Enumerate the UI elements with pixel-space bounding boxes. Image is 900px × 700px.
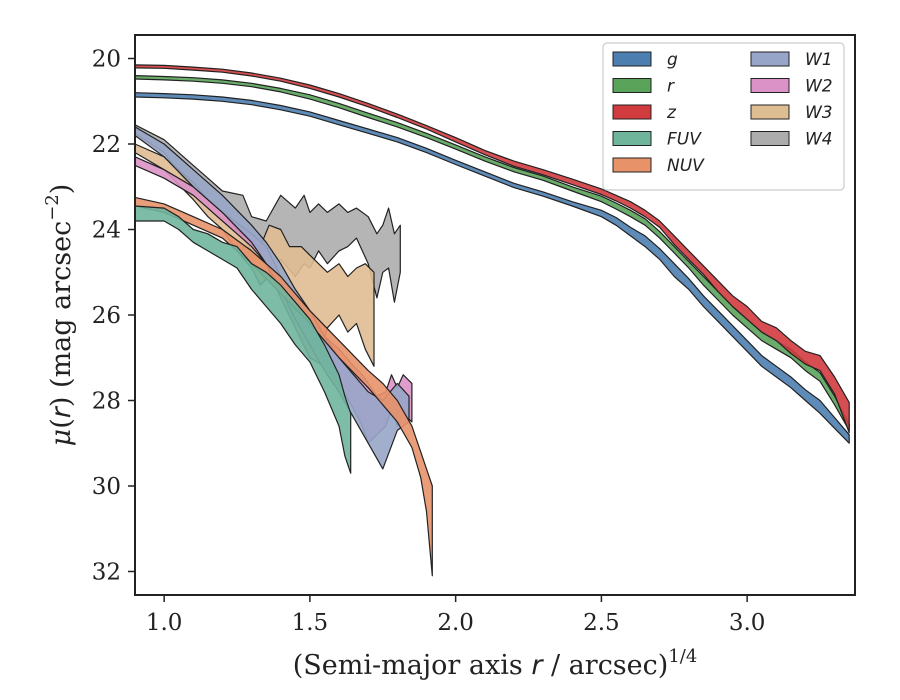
- legend-swatch-w2: [750, 78, 790, 93]
- y-axis-label-end: ): [46, 184, 77, 195]
- band-fuv: [134, 205, 352, 474]
- legend-swatch-nuv: [612, 157, 652, 173]
- legend-label-w3: W3: [805, 103, 833, 123]
- legend-label-z: z: [666, 103, 677, 123]
- legend-label-g: g: [667, 50, 678, 70]
- y-axis-label-var: r: [46, 405, 77, 418]
- y-axis-label-exponent: −2: [42, 194, 63, 221]
- y-axis-label-mu: μ: [46, 429, 77, 447]
- y-tick-label: 28: [92, 388, 121, 414]
- legend-label-nuv: NUV: [667, 156, 705, 176]
- series-layer: [134, 64, 850, 577]
- y-axis-label-close: ): [46, 397, 77, 408]
- legend-swatch-w3: [750, 104, 790, 120]
- legend-label-w1: W1: [805, 50, 833, 70]
- x-axis: 1.0 1.5 2.0 2.5 3.0: [146, 595, 766, 636]
- x-axis-label-var: r: [531, 650, 544, 681]
- legend-label-r: r: [667, 77, 675, 97]
- x-axis-label-pre: (Semi-major axis: [293, 650, 532, 681]
- x-axis-label: (Semi-major axis r / arcsec)1/4: [293, 646, 698, 681]
- y-axis: 20 22 24 26 28 30 32: [92, 47, 135, 585]
- y-axis-label-units: (mag arcsec: [46, 221, 77, 397]
- y-axis-label: μ(r) (mag arcsec−2): [42, 184, 77, 447]
- x-tick-label: 3.0: [729, 610, 766, 636]
- x-tick-label: 1.5: [292, 610, 329, 636]
- y-tick-label: 24: [92, 218, 121, 244]
- legend-swatch-g: [612, 51, 652, 67]
- x-tick-label: 2.0: [437, 610, 474, 636]
- legend-swatch-r: [612, 78, 652, 93]
- legend-swatch-fuv: [612, 131, 652, 146]
- y-tick-label: 30: [92, 474, 121, 500]
- y-tick-label: 22: [92, 132, 121, 158]
- y-tick-label: 26: [92, 303, 121, 329]
- band-z: [134, 64, 850, 434]
- legend-swatch-w4: [750, 131, 790, 146]
- legend-label-w4: W4: [805, 130, 833, 150]
- legend-label-w2: W2: [805, 77, 833, 97]
- y-tick-label: 20: [92, 47, 121, 73]
- legend-swatch-w1: [750, 51, 790, 67]
- x-tick-label: 2.5: [583, 610, 620, 636]
- legend-swatch-z: [612, 104, 652, 120]
- y-axis-label-open: (: [46, 418, 77, 429]
- legend-label-fuv: FUV: [667, 130, 702, 150]
- band-g: [134, 92, 850, 444]
- x-axis-label-post: / arcsec): [542, 650, 668, 681]
- y-tick-label: 32: [92, 559, 121, 585]
- legend: grz FUV NUV W1 W2 W3 W4: [602, 42, 845, 191]
- legend-items: grz FUV NUV W1 W2 W3 W4: [612, 50, 833, 176]
- x-tick-label: 1.0: [146, 610, 183, 636]
- x-axis-label-exponent: 1/4: [668, 646, 697, 667]
